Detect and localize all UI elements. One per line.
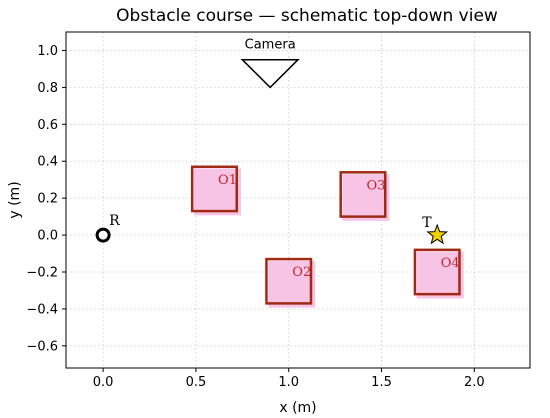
obstacle-box xyxy=(339,171,387,218)
x-tick-label: 2.0 xyxy=(464,375,485,390)
x-tick-label: 0.0 xyxy=(93,375,114,390)
x-tick-label: 0.5 xyxy=(186,375,207,390)
y-tick-label: 0.4 xyxy=(37,155,58,170)
y-tick-label: 0.8 xyxy=(37,81,58,96)
x-axis-label: x (m) xyxy=(279,400,316,416)
obstacle-box xyxy=(265,257,313,305)
y-axis-label: y (m) xyxy=(7,181,23,218)
axis-ticks: 0.0 0.5 1.0 1.5 2.0 −0.6 −0.4 −0.2 0.0 0.2 0.4 0.6 0… xyxy=(26,44,484,390)
y-tick-label: −0.4 xyxy=(26,302,58,317)
y-tick-label: 0.6 xyxy=(37,118,58,133)
y-tick-label: −0.2 xyxy=(26,266,58,281)
obstacle-shadow xyxy=(193,168,242,216)
obstacle-label: O4 xyxy=(441,256,460,271)
camera-marker-group: Camera xyxy=(240,38,300,89)
robot-marker xyxy=(95,227,111,243)
obstacle-shadow xyxy=(342,174,390,221)
chart-title: Obstacle course — schematic top-down vie… xyxy=(116,6,498,26)
grid xyxy=(66,32,530,368)
camera-label: Camera xyxy=(245,38,296,53)
target-star-marker xyxy=(426,223,449,245)
x-tick-label: 1.0 xyxy=(278,375,299,390)
y-tick-label: −0.6 xyxy=(26,339,58,354)
obstacle-shadow xyxy=(268,260,316,308)
y-tick-label: 0.2 xyxy=(37,192,58,207)
obstacle-label: O1 xyxy=(218,173,237,188)
obstacle-label: O2 xyxy=(292,265,311,280)
y-tick-label: 0.0 xyxy=(37,229,58,244)
obstacle-shadow xyxy=(416,251,464,299)
x-tick-label: 1.5 xyxy=(371,375,392,390)
camera-marker xyxy=(240,58,300,89)
obstacle-label: O3 xyxy=(367,178,386,193)
plot-frame xyxy=(65,31,531,369)
y-tick-label: 1.0 xyxy=(37,44,58,59)
robot-label: R xyxy=(109,213,120,229)
obstacle-box xyxy=(190,165,239,213)
obstacle-box xyxy=(413,248,461,296)
obstacles: O1 O2 O3 O4 xyxy=(190,165,464,308)
target-label: T xyxy=(422,215,432,231)
